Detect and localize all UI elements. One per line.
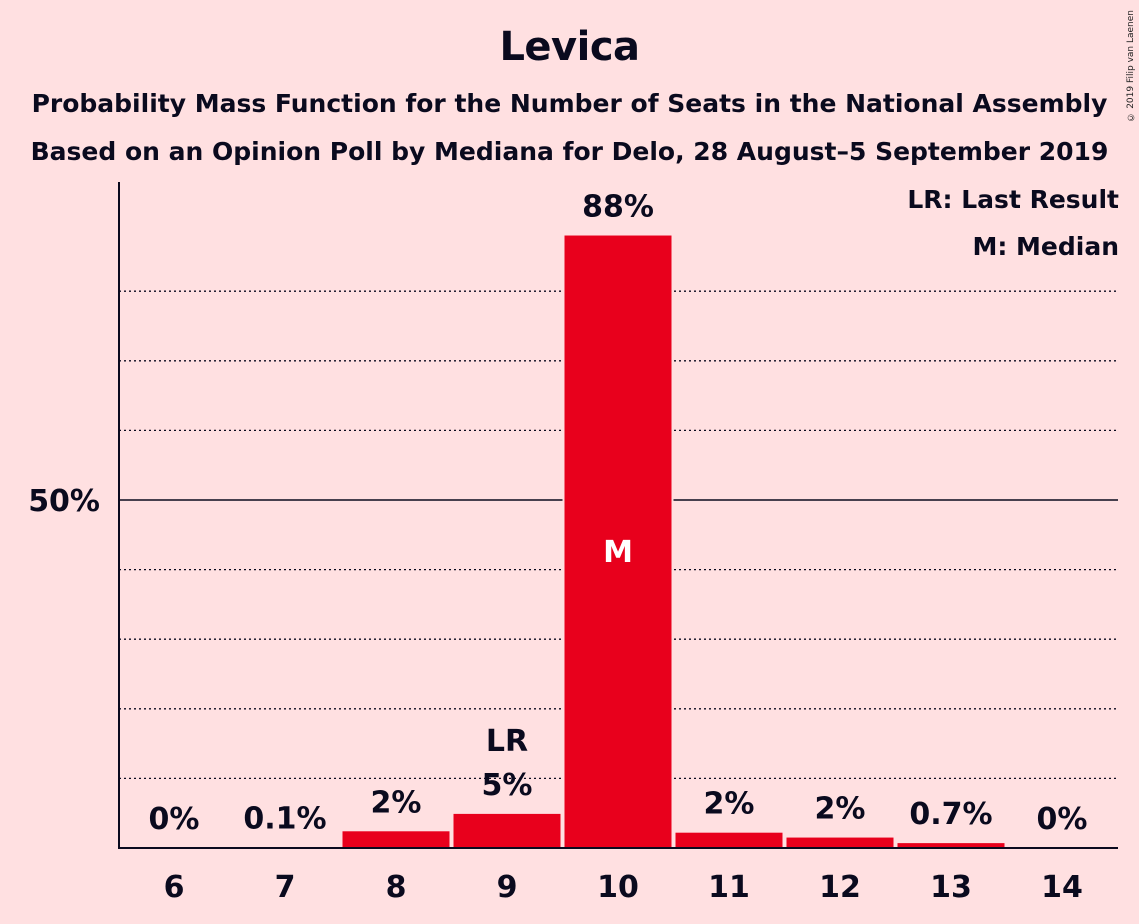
x-tick-label-10: 10 <box>597 870 639 905</box>
data-label-13: 0.7% <box>909 797 992 832</box>
y-tick-label: 50% <box>28 484 100 519</box>
bar-8 <box>342 831 450 848</box>
data-label-7: 0.1% <box>243 801 326 836</box>
data-label-11: 2% <box>704 787 755 822</box>
legend-last-result: LR: Last Result <box>907 185 1119 214</box>
x-tick-label-7: 7 <box>275 870 296 905</box>
chart-subtitle-2: Based on an Opinion Poll by Mediana for … <box>30 137 1109 166</box>
legend-median: M: Median <box>972 232 1119 261</box>
bar-halo-7 <box>229 845 341 848</box>
median-marker: M <box>603 535 633 570</box>
x-tick-label-8: 8 <box>386 870 407 905</box>
x-tick-label-14: 14 <box>1041 870 1083 905</box>
bar-10 <box>564 235 672 848</box>
data-label-12: 2% <box>815 792 866 827</box>
chart-subtitle-1: Probability Mass Function for the Number… <box>31 89 1108 118</box>
x-tick-label-9: 9 <box>497 870 518 905</box>
x-tick-label-11: 11 <box>708 870 750 905</box>
bar-13 <box>897 843 1005 848</box>
bar-9 <box>453 813 561 848</box>
x-tick-label-13: 13 <box>930 870 972 905</box>
chart-title: Levica <box>499 24 640 70</box>
bar-11 <box>675 832 783 848</box>
data-label-9: 5% <box>482 768 533 803</box>
bar-12 <box>786 837 894 848</box>
last-result-marker: LR <box>486 724 528 759</box>
data-label-8: 2% <box>371 785 422 820</box>
data-label-6: 0% <box>149 802 200 837</box>
x-tick-label-6: 6 <box>164 870 185 905</box>
x-tick-label-12: 12 <box>819 870 861 905</box>
data-label-10: 88% <box>582 190 654 225</box>
data-label-14: 0% <box>1037 802 1088 837</box>
